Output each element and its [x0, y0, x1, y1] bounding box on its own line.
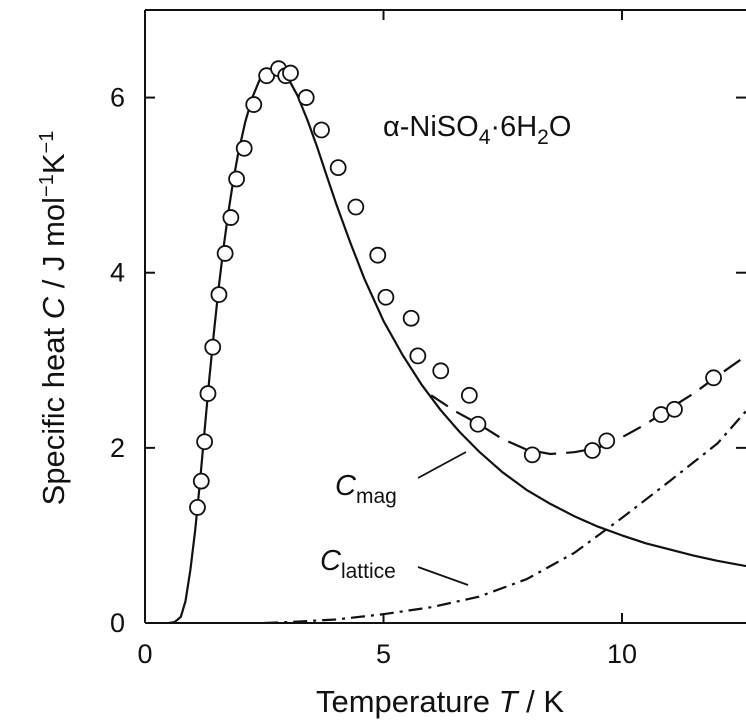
data-point-marker — [377, 288, 395, 306]
annotations: α-NiSO4·6H2O Cmag Clattice — [320, 111, 571, 586]
y-axis-label-mid: K — [36, 153, 71, 174]
compound-sub-1: 4 — [479, 126, 491, 149]
compound-alpha: α — [383, 111, 400, 143]
y-axis-label-suffix: / J mol — [36, 197, 71, 297]
data-point-marker — [199, 385, 217, 402]
plot-area — [168, 60, 746, 623]
data-point-marker — [402, 309, 420, 327]
data-point-marker — [210, 286, 228, 304]
data-point-marker — [196, 433, 214, 451]
c-mag-sub: mag — [356, 485, 397, 508]
y-tick-label: 0 — [110, 608, 125, 638]
series-line-c-mag — [168, 68, 746, 623]
x-axis-label: Temperature T / K — [316, 684, 564, 719]
compound-part-a: -NiSO — [400, 111, 479, 143]
c-lattice-label: Clattice — [320, 545, 396, 583]
y-tick-label: 4 — [110, 258, 125, 288]
data-point-marker — [204, 338, 222, 356]
data-point-marker — [598, 432, 616, 450]
data-point-marker — [432, 362, 450, 380]
data-point-marker — [192, 472, 210, 490]
data-point-marker — [347, 198, 365, 216]
series-line-c-lattice — [264, 410, 746, 623]
c-lattice-sub: lattice — [341, 560, 396, 583]
data-point-marker — [245, 96, 263, 113]
data-point-marker — [460, 386, 478, 404]
c-mag-leader — [417, 451, 467, 479]
c-mag-main: C — [335, 470, 357, 502]
y-axis-label-sup-1: −1 — [36, 174, 58, 197]
y-tick-label: 6 — [110, 83, 125, 113]
x-axis-label-italic: T — [499, 684, 520, 719]
data-point-marker — [235, 139, 253, 157]
c-lattice-leader — [417, 566, 469, 586]
compound-label: α-NiSO4·6H2O — [383, 111, 571, 149]
data-point-marker — [409, 347, 427, 365]
x-tick-label: 10 — [607, 639, 637, 669]
x-axis-label-prefix: Temperature — [316, 684, 499, 719]
data-point-marker — [282, 64, 299, 82]
axes — [144, 9, 746, 624]
compound-part-b: O — [549, 111, 572, 143]
y-axis-label-italic: C — [36, 296, 71, 319]
compound-dot: ·6H — [490, 111, 537, 143]
data-point-marker — [469, 415, 487, 433]
data-point-marker — [313, 121, 330, 139]
data-point-marker — [705, 369, 722, 387]
x-tick-label: 5 — [376, 639, 391, 669]
y-axis-label-prefix: Specific heat — [36, 319, 71, 505]
x-tick-label: 0 — [137, 639, 152, 669]
data-point-marker — [222, 209, 240, 226]
compound-sub-2: 2 — [537, 126, 549, 149]
y-axis-label-sup-2: −1 — [36, 131, 58, 154]
series-lines — [168, 68, 746, 623]
data-point-marker — [297, 89, 315, 106]
y-axis-label: Specific heat C / J mol−1K−1 — [36, 131, 71, 506]
data-point-marker — [666, 400, 683, 418]
c-lattice-main: C — [320, 545, 342, 577]
data-point-marker — [228, 170, 245, 188]
data-point-marker — [329, 159, 347, 177]
y-tick-label: 2 — [110, 433, 125, 463]
data-point-marker — [584, 442, 601, 459]
x-axis-label-suffix: / K — [518, 684, 565, 719]
series-line-total — [430, 355, 746, 456]
data-point-marker — [369, 246, 387, 264]
data-point-marker — [523, 446, 541, 464]
c-mag-label: Cmag — [335, 470, 397, 508]
ticks — [144, 10, 746, 624]
tick-labels: 0 5 10 0 2 4 6 — [110, 83, 637, 669]
data-point-marker — [189, 499, 206, 516]
series-markers — [189, 60, 722, 516]
data-point-marker — [216, 245, 234, 262]
